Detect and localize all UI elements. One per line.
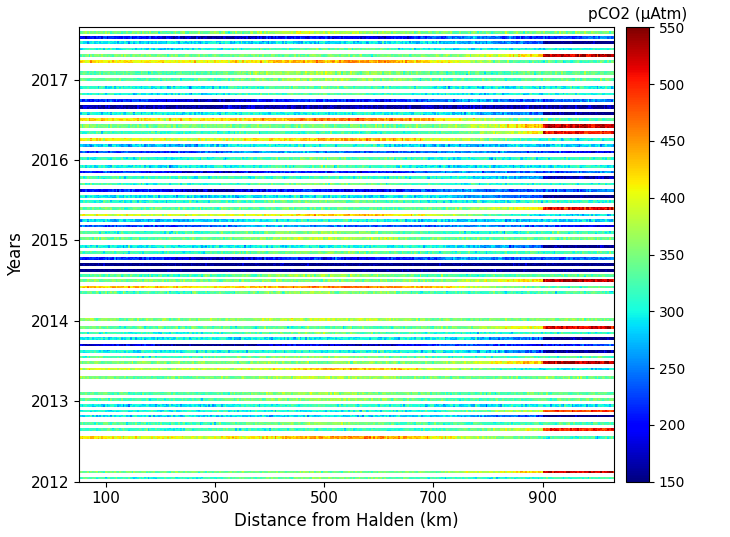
Y-axis label: Years: Years xyxy=(7,233,25,277)
X-axis label: Distance from Halden (km): Distance from Halden (km) xyxy=(234,512,458,530)
Title: pCO2 (μAtm): pCO2 (μAtm) xyxy=(588,7,688,22)
